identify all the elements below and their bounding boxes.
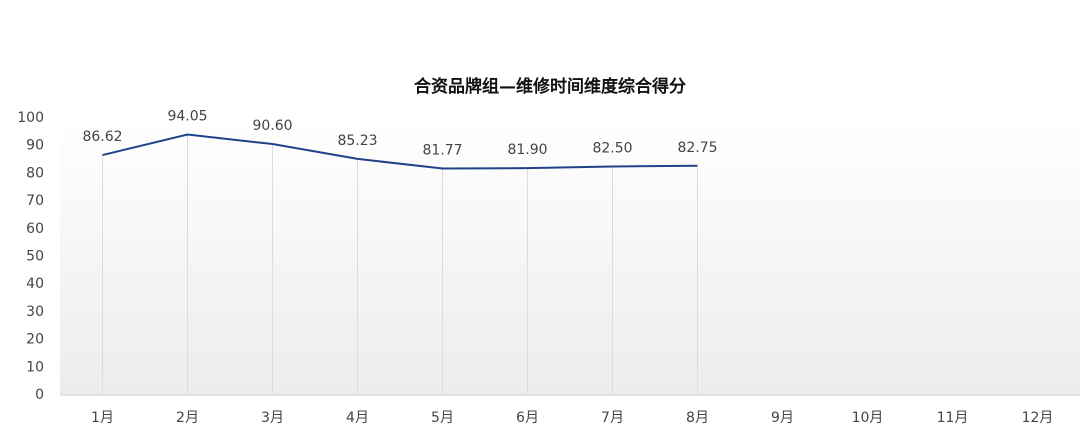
data-label: 85.23 <box>337 133 377 149</box>
x-tick-label: 6月 <box>516 410 539 426</box>
x-tick-label: 11月 <box>937 410 969 426</box>
y-tick-label: 90 <box>26 138 44 154</box>
x-tick-label: 10月 <box>852 410 884 426</box>
y-tick-label: 40 <box>26 276 44 292</box>
x-tick-label: 4月 <box>346 410 369 426</box>
y-tick-label: 50 <box>26 249 44 265</box>
data-label: 86.62 <box>82 129 122 145</box>
chart-title: 合资品牌组—维修时间维度综合得分 <box>414 76 686 97</box>
x-tick-label: 3月 <box>261 410 284 426</box>
x-tick-label: 2月 <box>176 410 199 426</box>
data-label: 94.05 <box>167 108 207 124</box>
data-label: 82.50 <box>592 140 632 156</box>
x-tick-label: 1月 <box>91 410 114 426</box>
y-tick-label: 0 <box>35 387 44 403</box>
plot-background <box>60 118 1080 395</box>
x-tick-label: 8月 <box>686 410 709 426</box>
y-tick-label: 60 <box>26 221 44 237</box>
y-tick-label: 70 <box>26 193 44 209</box>
x-tick-label: 5月 <box>431 410 454 426</box>
data-label: 90.60 <box>252 118 292 134</box>
data-label: 82.75 <box>677 140 717 156</box>
x-tick-label: 7月 <box>601 410 624 426</box>
y-tick-label: 10 <box>26 359 44 375</box>
y-tick-label: 30 <box>26 304 44 320</box>
data-label: 81.77 <box>422 142 462 158</box>
line <box>102 133 698 170</box>
y-tick-label: 20 <box>26 332 44 348</box>
y-tick-label: 80 <box>26 165 44 181</box>
x-tick-label: 9月 <box>771 410 794 426</box>
x-tick-label: 12月 <box>1022 410 1054 426</box>
data-label: 81.90 <box>507 142 547 158</box>
y-tick-label: 100 <box>17 110 44 126</box>
